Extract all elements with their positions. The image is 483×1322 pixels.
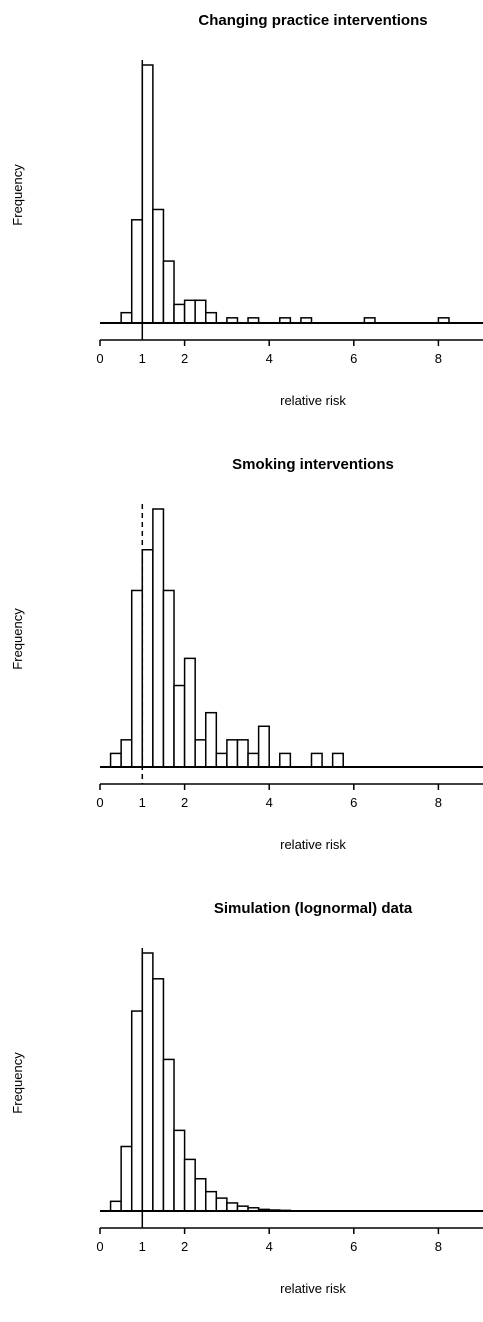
x-tick-label: 2	[181, 1239, 188, 1254]
x-axis-label: relative risk	[280, 1281, 346, 1296]
chart-smoking: Smoking interventions Frequency 0 1 2 4 6 8 rela…	[0, 444, 483, 878]
histogram-bar	[109, 752, 122, 768]
histogram-bar	[141, 548, 154, 768]
histogram-bar	[226, 739, 239, 768]
histogram-bar	[173, 303, 186, 324]
x-tick-label: 8	[435, 351, 442, 366]
histogram-bar	[130, 589, 144, 768]
x-axis-label: relative risk	[280, 837, 346, 852]
histogram-bar	[162, 589, 175, 768]
x-tick-label: 8	[435, 1239, 442, 1254]
histogram-bar	[236, 739, 249, 768]
histogram-bar	[152, 508, 165, 768]
histogram-bar	[215, 1197, 228, 1212]
chart-simulation: Simulation (lognormal) data Frequency 0 1 2 4…	[0, 888, 483, 1322]
x-tick-label: 6	[350, 1239, 357, 1254]
x-tick-label: 6	[350, 795, 357, 810]
histogram-bar	[183, 657, 196, 768]
histogram-bar	[215, 752, 228, 768]
x-tick-label: 2	[181, 795, 188, 810]
histogram-bar	[226, 1202, 239, 1212]
histogram-svg: Simulation (lognormal) data Frequency 0 1 2 4…	[10, 900, 483, 1296]
histogram-bar	[331, 752, 344, 768]
x-tick-label: 4	[266, 1239, 273, 1254]
x-tick-label: 1	[139, 1239, 146, 1254]
histogram-bar	[183, 1158, 196, 1212]
histogram-bar	[173, 1129, 186, 1212]
histogram-bar	[173, 684, 186, 768]
histogram-bar	[194, 299, 207, 324]
histogram-bar	[120, 739, 133, 768]
histogram-bar	[130, 1010, 144, 1212]
histogram-bar	[310, 752, 323, 768]
x-tick-label: 1	[139, 795, 146, 810]
y-axis-label: Frequency	[10, 164, 25, 226]
histogram-bar	[130, 219, 144, 324]
histogram-bar	[109, 1200, 122, 1212]
x-axis-label: relative risk	[280, 393, 346, 408]
histogram-bar	[194, 739, 207, 768]
x-tick-label: 6	[350, 351, 357, 366]
histogram-bar	[194, 1178, 207, 1212]
histogram-svg: Smoking interventions Frequency 0 1 2 4 6 8 rela…	[10, 456, 483, 852]
x-tick-label: 8	[435, 795, 442, 810]
x-tick-label: 0	[96, 1239, 103, 1254]
histogram-bar	[279, 752, 292, 768]
histogram-svg: Changing practice interventions Frequency…	[10, 12, 483, 408]
x-tick-label: 4	[266, 795, 273, 810]
histogram-bar	[120, 311, 133, 324]
histogram-bar	[205, 1190, 218, 1212]
chart-title: Changing practice interventions	[198, 12, 427, 29]
x-tick-label: 1	[139, 351, 146, 366]
x-tick-label: 0	[96, 795, 103, 810]
x-tick-label: 4	[266, 351, 273, 366]
histogram-bar	[257, 725, 270, 768]
x-tick-label: 0	[96, 351, 103, 366]
histogram-bar	[247, 752, 260, 768]
histogram-bar	[162, 1058, 175, 1212]
x-tick-label: 2	[181, 351, 188, 366]
histogram-bar	[183, 299, 196, 324]
histogram-bar	[205, 311, 218, 324]
histogram-bar	[162, 260, 175, 324]
chart-title: Simulation (lognormal) data	[214, 900, 413, 917]
histogram-bar	[205, 711, 218, 768]
histogram-bar	[141, 952, 154, 1212]
y-axis-label: Frequency	[10, 608, 25, 670]
histogram-bar	[152, 208, 165, 324]
chart-changing-practice: Changing practice interventions Frequency…	[0, 0, 483, 434]
histogram-bar	[120, 1145, 133, 1212]
y-axis-label: Frequency	[10, 1052, 25, 1114]
histogram-bar	[152, 978, 165, 1212]
chart-title: Smoking interventions	[232, 456, 394, 473]
histogram-bar	[141, 64, 154, 324]
